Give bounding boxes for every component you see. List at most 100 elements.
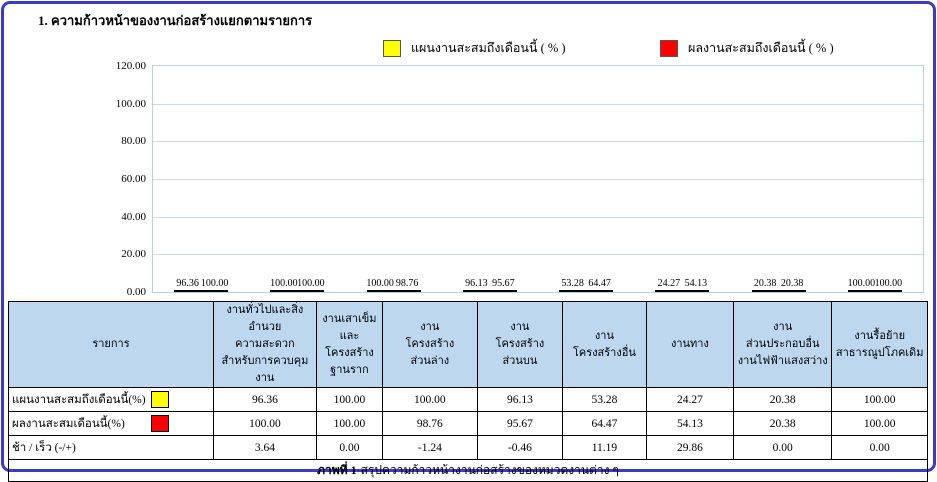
table-header-row: รายการ งานทั่วไปและสิ่งอำนวย ความสะดวก สำ… [8,300,928,389]
table-cell: 100.00 [382,387,478,413]
bar-value-label: 96.36 [176,278,199,289]
bar-plan: 100.00 [270,278,298,292]
y-tick-label: 80.00 [121,135,146,148]
legend-plan-swatch-icon [383,39,401,57]
bar-value-label: 100.00 [874,278,903,289]
bar-value-label: 100.00 [847,278,876,289]
table-cell: 0.00 [733,435,833,461]
table-cell: 0.00 [315,435,384,461]
table-cell: 11.19 [562,435,647,461]
table-cell: 29.86 [645,435,735,461]
row-label: ผลงานสะสมเดือนนี้(%) [12,417,125,430]
table-row: แผนงานสะสมถึงเดือนนี้(%) 96.36 100.00 100.0… [8,387,928,413]
table-header-cell: งาน โครงสร้างอื่น [562,300,647,389]
row-label-cell: แผนงานสะสมถึงเดือนนี้(%) [8,387,214,413]
row-swatch-icon [150,415,169,433]
table-cell: 100.00 [315,411,384,437]
row-label-cell: ช้า / เร็ว (-/+) [8,435,214,461]
bar-actual: 95.67 [489,278,517,292]
table-cell: 3.64 [212,435,317,461]
bar-chart-plot: 96.36 100.00 100.00 100.00 100.00 98.76 96.13 9… [116,60,924,298]
bar-value-label: 54.13 [684,278,708,289]
bar-group: 96.13 95.67 [462,278,517,292]
table-cell: 0.00 [831,435,928,461]
bar-plan: 20.38 [751,278,779,292]
bar-plan: 53.28 [559,278,587,292]
bar-group: 53.28 64.47 [559,278,614,292]
table-cell: 96.13 [476,387,564,413]
bar-value-label: 24.27 [657,278,681,289]
bar-group: 100.00 100.00 [848,278,902,292]
bar-actual: 98.76 [393,278,421,292]
y-tick-label: 120.00 [115,60,146,72]
row-label-inner: ผลงานสะสมเดือนนี้(%) [12,415,211,433]
y-gridline [153,216,923,218]
table-cell: 100.00 [315,387,384,413]
bar-actual: 54.13 [682,278,710,292]
legend-actual-label: ผลงานสะสมถึงเดือนนี้ ( % ) [688,41,834,55]
progress-table: รายการ งานทั่วไปและสิ่งอำนวย ความสะดวก สำ… [8,300,928,461]
table-header-cell: งาน โครงสร้าง ส่วนล่าง [382,300,478,389]
bar-groups: 96.36 100.00 100.00 100.00 100.00 98.76 96.13 9… [153,66,923,292]
table-cell: 98.76 [382,411,478,437]
bar-value-label: 96.13 [465,278,488,289]
bar-group: 20.38 20.38 [751,278,806,292]
table-cell: 54.13 [645,411,735,437]
table-header-cell: งาน โครงสร้าง ส่วนบน [476,300,564,389]
bar-actual: 100.00 [875,278,902,292]
bar-actual: 64.47 [586,278,614,292]
y-gridline [153,254,923,256]
y-tick-label: 20.00 [121,248,146,261]
progress-table-wrap: รายการ งานทั่วไปและสิ่งอำนวย ความสะดวก สำ… [8,300,928,482]
bar-value-label: 100.00 [200,278,229,289]
bar-value-label: 53.28 [561,278,584,289]
y-tick-label: 60.00 [121,173,146,185]
table-cell: -0.46 [476,435,564,461]
bar-value-label: 95.67 [492,278,515,289]
table-cell: 20.38 [733,387,833,413]
row-swatch-icon [150,391,169,409]
figure-caption-number: ภาพที่ 1 [317,463,357,478]
table-cell: 100.00 [212,411,317,437]
bar-value-label: 98.76 [395,278,419,289]
bar-actual: 100.00 [297,278,325,292]
row-label: ช้า / เร็ว (-/+) [12,441,76,454]
table-cell: 24.27 [645,387,735,413]
table-cell: 53.28 [562,387,647,413]
legend-actual-swatch-icon [660,39,678,57]
y-gridline [153,141,923,143]
figure-caption: ภาพที่ 1 สรุปความก้าวหน้างานก่อสร้างของห… [8,460,928,482]
bar-plan: 100.00 [366,278,394,292]
row-label: แผนงานสะสมถึงเดือนนี้(%) [12,393,146,406]
table-header-cell: งานทาง [645,300,735,389]
bar-value-label: 100.00 [297,278,325,289]
table-body: แผนงานสะสมถึงเดือนนี้(%) 96.36 100.00 100.0… [8,387,928,461]
bar-value-label: 100.00 [366,278,394,289]
row-label-inner: ช้า / เร็ว (-/+) [12,439,211,457]
bar-plan: 100.00 [848,278,875,292]
y-tick-label: 100.00 [115,97,146,110]
table-cell: 96.36 [212,387,317,413]
bar-group: 24.27 54.13 [655,278,710,292]
bar-value-label: 20.38 [780,278,804,289]
table-cell: -1.24 [382,435,478,461]
table-header-cell: งานรื้อย้าย สาธารณูปโภคเดิม [831,300,928,389]
y-gridline [153,179,923,180]
y-tick-label: 40.00 [121,210,146,223]
bar-value-label: 20.38 [753,278,777,289]
y-tick-label: 0.00 [126,286,146,298]
table-cell: 95.67 [476,411,564,437]
table-header-cell: รายการ [8,300,214,389]
table-row: ผลงานสะสมเดือนนี้(%) 100.00 100.00 98.76 95.… [8,411,928,437]
table-header-cell: งาน ส่วนประกอบอื่น งานไฟฟ้าแสงสว่าง [733,300,833,389]
bar-group: 100.00 100.00 [270,278,325,292]
bar-group: 96.36 100.00 [174,278,228,292]
table-cell: 20.38 [733,411,833,437]
row-label-cell: ผลงานสะสมเดือนนี้(%) [8,411,214,437]
row-label-inner: แผนงานสะสมถึงเดือนนี้(%) [12,391,211,409]
legend-item-plan: แผนงานสะสมถึงเดือนนี้ ( % ) [383,38,566,58]
bar-group: 100.00 98.76 [366,278,421,292]
legend-item-actual: ผลงานสะสมถึงเดือนนี้ ( % ) [660,38,834,58]
bar-actual: 100.00 [201,278,228,292]
